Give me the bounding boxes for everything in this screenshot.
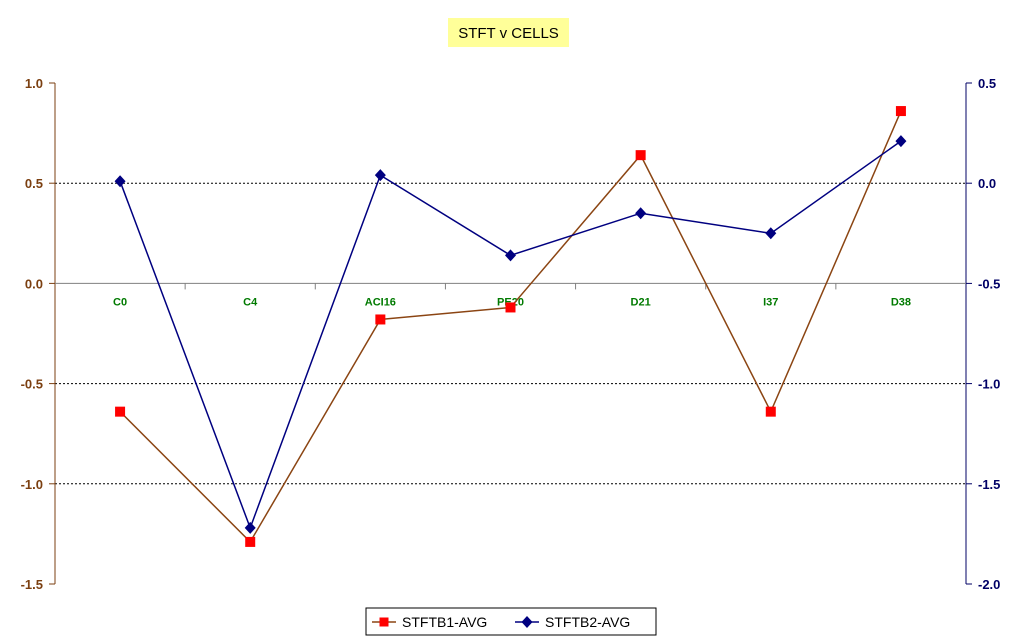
data-point-1 [375, 314, 386, 325]
data-point-2 [244, 521, 256, 534]
left-axis-tick-label: 1.0 [25, 76, 43, 91]
series [114, 106, 907, 547]
right-axis-tick-label: -1.5 [978, 477, 1000, 492]
data-point-2 [505, 249, 516, 262]
right-axis-tick-label: -0.5 [978, 276, 1000, 291]
legend: STFTB1-AVG STFTB2-AVG [365, 607, 657, 636]
chart-title: STFT v CELLS [458, 25, 559, 42]
series-line-2 [119, 140, 902, 531]
legend-box [365, 607, 657, 636]
title-group: STFT v CELLS [448, 18, 569, 47]
right-axis-tick-label: -2.0 [978, 577, 1000, 592]
series-line-1 [119, 110, 902, 544]
data-point-1 [505, 302, 516, 313]
category-label: C4 [243, 296, 258, 308]
legend-item-stftb2: STFTB2-AVG [515, 614, 630, 630]
category-label: I37 [763, 296, 778, 308]
category-label: ACI16 [365, 296, 396, 308]
data-point-1 [115, 406, 126, 417]
left-axis-tick-label: -1.0 [21, 477, 43, 492]
right-axis-tick-label: -1.0 [978, 377, 1000, 392]
data-point-2 [765, 227, 777, 240]
data-point-1 [245, 536, 256, 547]
legend-label-stftb1: STFTB1-AVG [402, 614, 487, 630]
category-label: D38 [891, 296, 911, 308]
legend-marker-stftb2 [521, 616, 533, 628]
left-axis-tick-label: -0.5 [21, 377, 43, 392]
right-axis-tick-label: 0.0 [978, 176, 996, 191]
legend-label-stftb2: STFTB2-AVG [545, 614, 630, 630]
data-point-1 [765, 406, 776, 417]
category-label: C0 [113, 296, 127, 308]
axes: 1.0 0.5 0.0 -0.5 -1.0 -1.5 0.5 0.0 -0.5 -1.0 -1.5 -… [21, 76, 1001, 592]
right-axis-tick-label: 0.5 [978, 76, 996, 91]
legend-marker-stftb1 [379, 617, 389, 627]
data-point-1 [635, 150, 646, 161]
title-background [448, 18, 569, 47]
data-point-2 [635, 207, 647, 220]
category-label: D21 [631, 296, 651, 308]
left-axis-tick-label: 0.0 [25, 276, 43, 291]
data-point-2 [114, 175, 126, 188]
left-axis-tick-label: 0.5 [25, 176, 43, 191]
gridlines [55, 182, 966, 485]
left-axis-tick-label: -1.5 [21, 577, 43, 592]
data-point-2 [895, 135, 907, 148]
data-point-2 [374, 169, 386, 182]
data-point-1 [895, 106, 906, 117]
legend-item-stftb1: STFTB1-AVG [372, 614, 487, 630]
